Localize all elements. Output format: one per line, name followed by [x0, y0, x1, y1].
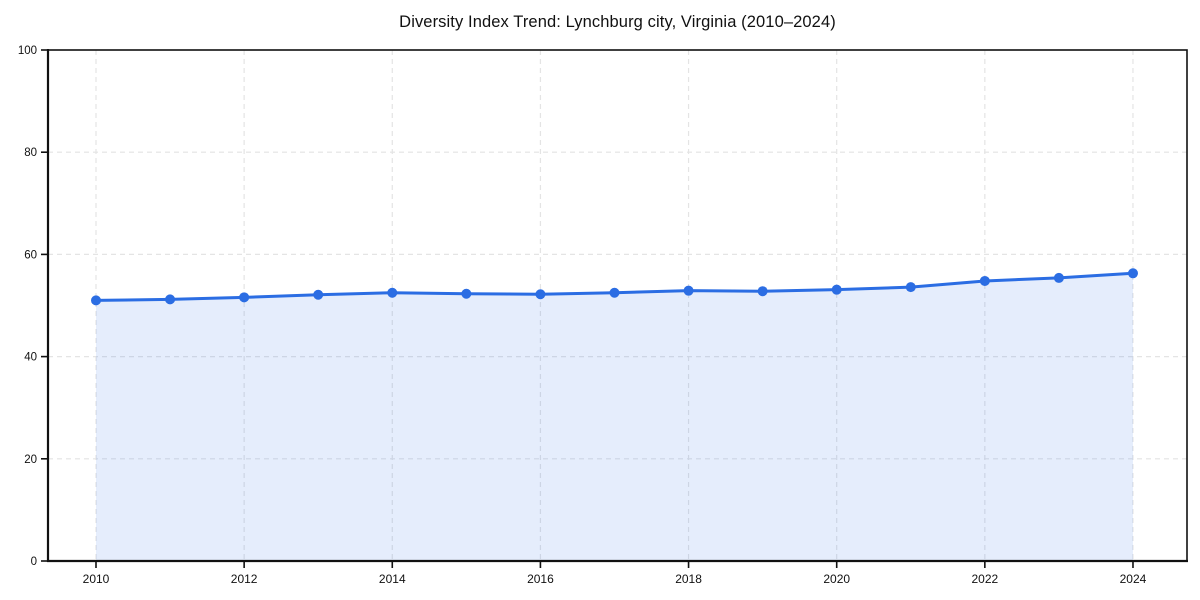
data-point-2018 [683, 285, 694, 296]
x-tick-label-2024: 2024 [1120, 572, 1147, 586]
data-point-2016 [535, 289, 546, 300]
y-tick-label-0: 0 [31, 556, 37, 568]
x-tick-label-2022: 2022 [971, 572, 998, 586]
x-tick-label-2014: 2014 [379, 572, 406, 586]
data-point-2024 [1127, 268, 1138, 279]
data-point-2013 [313, 289, 324, 300]
x-tick-label-2012: 2012 [231, 572, 258, 586]
data-point-2020 [831, 284, 842, 295]
y-tick-label-20: 20 [24, 454, 37, 466]
data-point-2017 [609, 287, 620, 298]
data-point-2012 [239, 292, 250, 303]
x-tick-label-2018: 2018 [675, 572, 702, 586]
data-point-2011 [165, 294, 176, 305]
data-point-2019 [757, 286, 768, 297]
data-point-2015 [461, 288, 472, 299]
x-tick-label-2010: 2010 [83, 572, 110, 586]
data-point-2014 [387, 287, 398, 298]
area-fill [96, 273, 1133, 561]
y-tick-label-80: 80 [24, 147, 37, 159]
data-point-2023 [1053, 272, 1064, 283]
data-point-2022 [979, 275, 990, 286]
data-point-2010 [91, 295, 101, 306]
y-tick-label-100: 100 [18, 45, 37, 57]
data-point-2021 [905, 282, 916, 293]
x-tick-label-2016: 2016 [527, 572, 554, 586]
y-tick-label-40: 40 [24, 352, 37, 364]
chart-title: Diversity Index Trend: Lynchburg city, V… [399, 13, 836, 31]
y-tick-label-60: 60 [24, 249, 37, 261]
x-tick-label-2020: 2020 [823, 572, 850, 586]
